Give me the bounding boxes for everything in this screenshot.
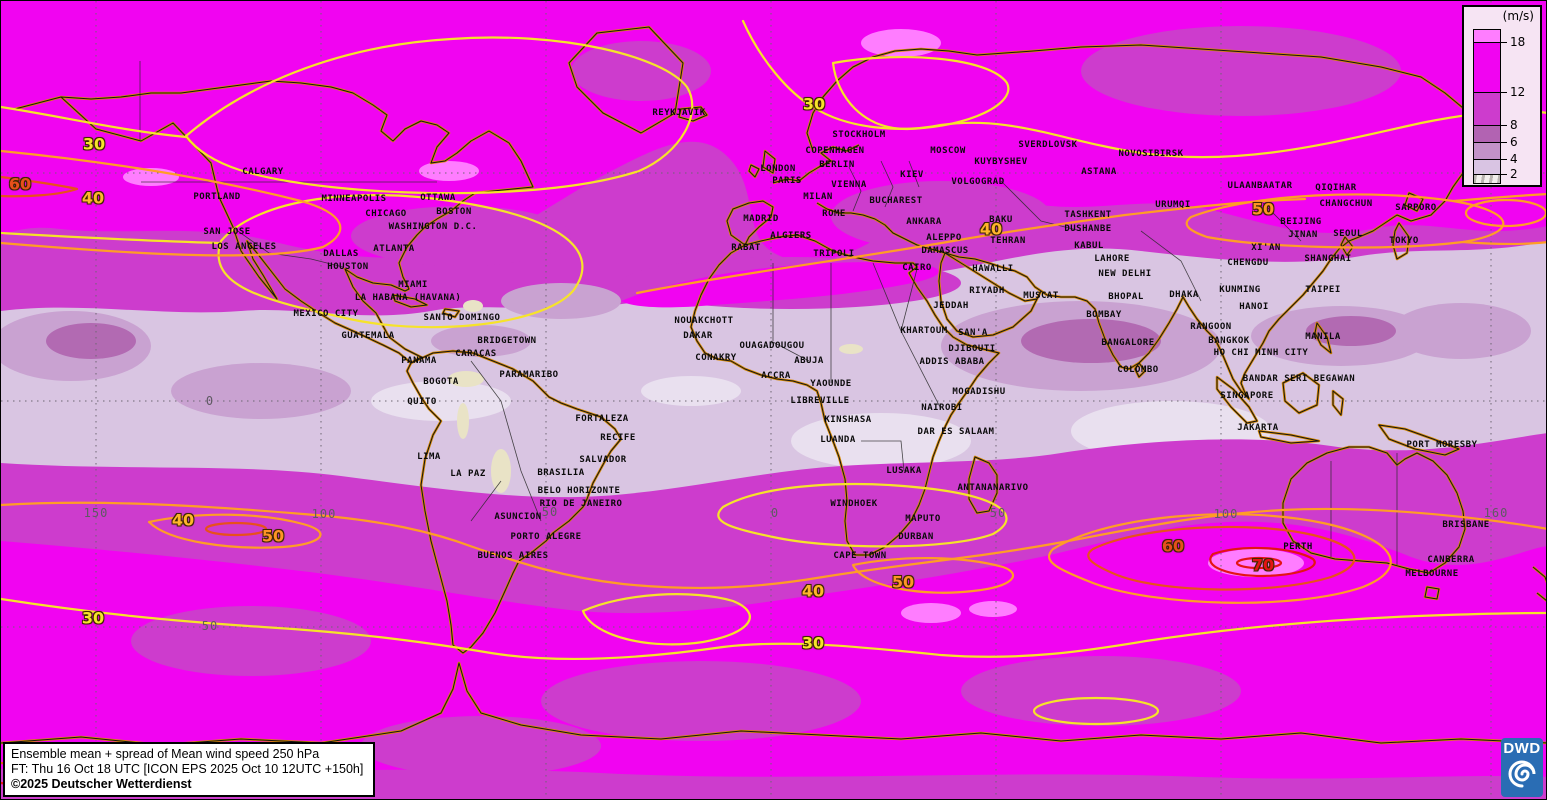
legend-tick	[1500, 125, 1507, 126]
legend-tick-label: 12	[1510, 85, 1526, 99]
legend-color-swatch	[1474, 30, 1500, 43]
legend-color-swatch	[1474, 143, 1500, 160]
legend-tick-label: 18	[1510, 35, 1526, 49]
legend-color-bar	[1473, 29, 1501, 184]
legend-color-swatch	[1474, 126, 1500, 143]
legend-tick	[1500, 142, 1507, 143]
legend-tick	[1500, 92, 1507, 93]
legend-tick-label: 6	[1510, 135, 1518, 149]
legend-tick	[1500, 42, 1507, 43]
legend-tick-label: 4	[1510, 152, 1518, 166]
forecast-time-line: FT: Thu 16 Oct 18 UTC [ICON EPS 2025 Oct…	[11, 762, 364, 776]
dwd-spiral-icon	[1508, 760, 1536, 788]
legend-color-swatch	[1474, 175, 1500, 183]
map-title-box: Ensemble mean + spread of Mean wind spee…	[3, 742, 376, 797]
wind-speed-legend: (m/s) 18 12 8 6 4 2	[1462, 5, 1542, 187]
legend-color-swatch	[1474, 43, 1500, 93]
legend-tick-label: 8	[1510, 118, 1518, 132]
legend-tick	[1500, 174, 1507, 175]
isotach-40-50	[1, 149, 1546, 604]
legend-units-label: (m/s)	[1502, 9, 1534, 23]
legend-color-swatch	[1474, 160, 1500, 175]
dwd-logo-text: DWD	[1503, 740, 1541, 757]
legend-color-swatch	[1474, 93, 1500, 126]
map-title: Ensemble mean + spread of Mean wind spee…	[11, 747, 320, 761]
legend-tick	[1500, 159, 1507, 160]
isotach-contours	[1, 19, 1546, 797]
legend-tick-label: 2	[1510, 167, 1518, 181]
isotach-30	[1, 19, 1546, 726]
copyright-line: ©2025 Deutscher Wetterdienst	[11, 777, 192, 791]
dwd-logo: DWD	[1501, 738, 1543, 797]
